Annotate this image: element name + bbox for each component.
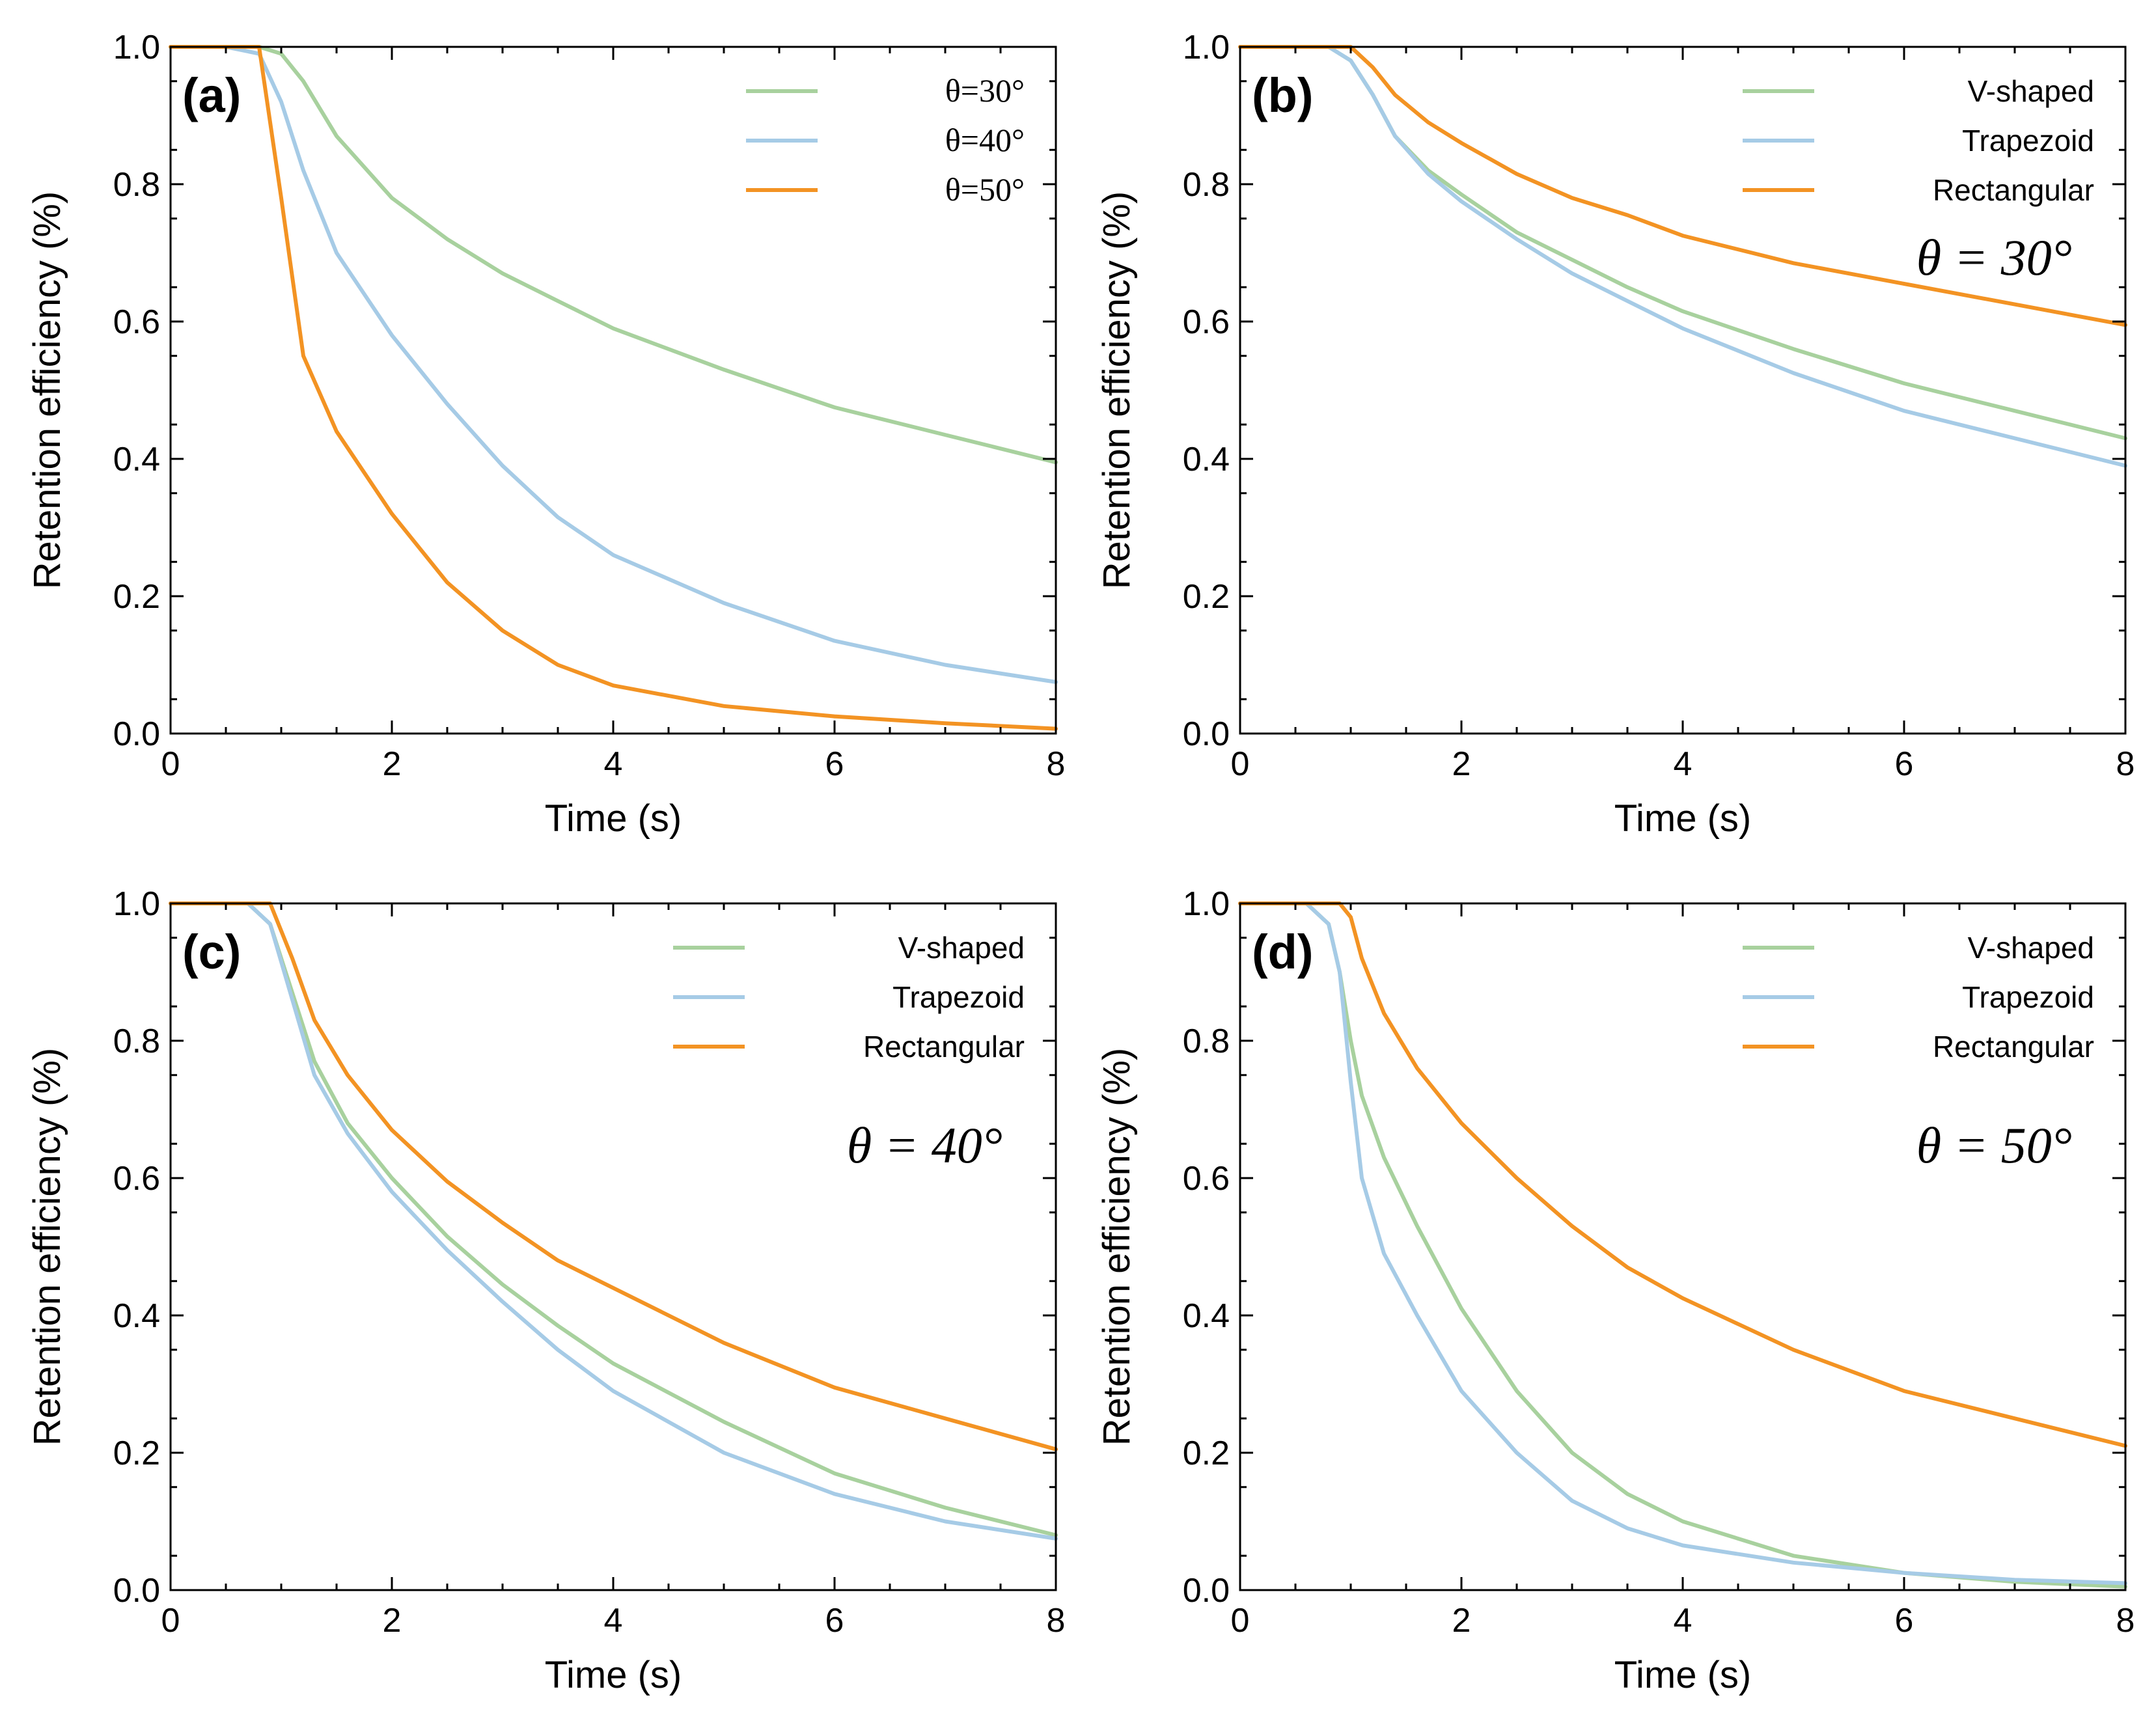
y-tick-label: 0.8 — [1183, 166, 1230, 204]
legend-label: Rectangular — [863, 1030, 1025, 1064]
x-tick-label: 0 — [161, 1602, 180, 1640]
series-line-3 — [169, 45, 1058, 731]
legend-label: Trapezoid — [1962, 980, 2094, 1014]
y-tick-label: 1.0 — [113, 29, 160, 66]
x-axis-label: Time (s) — [1614, 1654, 1751, 1696]
x-tick-label: 8 — [1047, 745, 1066, 783]
series-line-2 — [169, 901, 1058, 1541]
y-tick-label: 1.0 — [113, 885, 160, 923]
legend-label: V-shaped — [1968, 931, 2094, 965]
y-tick-label: 0.0 — [1183, 1572, 1230, 1610]
y-axis-label: Retention efficiency (%) — [1096, 1048, 1138, 1446]
panel-label: (d) — [1252, 925, 1314, 979]
y-tick-label: 0.6 — [1183, 1160, 1230, 1198]
x-tick-label: 8 — [1047, 1602, 1066, 1640]
series-line-2 — [169, 45, 1058, 684]
y-tick-label: 0.6 — [113, 1160, 160, 1198]
y-tick-label: 0.2 — [1183, 1435, 1230, 1472]
y-tick-label: 0.6 — [1183, 303, 1230, 341]
y-tick-label: 0.0 — [1183, 715, 1230, 753]
legend-label: Trapezoid — [892, 980, 1025, 1014]
x-tick-label: 2 — [383, 745, 402, 783]
x-tick-label: 8 — [2116, 745, 2135, 783]
x-tick-label: 0 — [161, 745, 180, 783]
x-tick-label: 2 — [383, 1602, 402, 1640]
y-tick-label: 1.0 — [1183, 29, 1230, 66]
y-tick-label: 0.4 — [113, 441, 160, 478]
y-axis-label: Retention efficiency (%) — [1096, 191, 1138, 589]
series-line-2 — [1238, 45, 2127, 468]
x-tick-label: 4 — [604, 745, 623, 783]
series-line-3 — [1238, 45, 2127, 327]
y-tick-label: 1.0 — [1183, 885, 1230, 923]
series-line-2 — [1238, 901, 2127, 1586]
x-axis-label: Time (s) — [545, 797, 682, 840]
x-tick-label: 6 — [1895, 1602, 1914, 1640]
series-line-3 — [169, 901, 1058, 1451]
y-tick-label: 0.4 — [1183, 441, 1230, 478]
legend-label: Rectangular — [1933, 173, 2094, 207]
theta-annotation: θ = 30° — [1916, 229, 2072, 286]
y-tick-label: 0.8 — [113, 1023, 160, 1060]
theta-annotation: θ = 40° — [847, 1117, 1002, 1174]
x-tick-label: 8 — [2116, 1602, 2135, 1640]
chart-panel-1: 0 2 4 6 8 0.0 0.2 0.4 0.6 0.8 1.0 Time (s) Retention… — [26, 29, 1065, 840]
y-axis-label: Retention efficiency (%) — [26, 191, 68, 589]
x-axis-label: Time (s) — [545, 1654, 682, 1696]
chart-panel-2: 0 2 4 6 8 0.0 0.2 0.4 0.6 0.8 1.0 Time (s) Retention… — [1096, 29, 2135, 840]
legend-label: θ=40° — [945, 122, 1025, 158]
legend-label: V-shaped — [898, 931, 1025, 965]
x-tick-label: 6 — [825, 745, 844, 783]
y-tick-label: 0.8 — [113, 166, 160, 204]
y-tick-label: 0.2 — [113, 1435, 160, 1472]
x-tick-label: 0 — [1231, 1602, 1250, 1640]
legend-label: Trapezoid — [1962, 124, 2094, 158]
chart-panel-4: 0 2 4 6 8 0.0 0.2 0.4 0.6 0.8 1.0 Time (s) Retention… — [1096, 885, 2135, 1696]
y-tick-label: 0.4 — [113, 1297, 160, 1335]
x-tick-label: 6 — [825, 1602, 844, 1640]
y-tick-label: 0.2 — [113, 578, 160, 616]
x-tick-label: 4 — [1674, 745, 1693, 783]
chart-panel-3: 0 2 4 6 8 0.0 0.2 0.4 0.6 0.8 1.0 Time (s) Retention… — [26, 885, 1065, 1696]
series-line-1 — [169, 45, 1058, 465]
theta-annotation: θ = 50° — [1916, 1117, 2072, 1174]
panel-label: (a) — [182, 68, 241, 122]
y-tick-label: 0.0 — [113, 1572, 160, 1610]
x-tick-label: 0 — [1231, 745, 1250, 783]
legend-label: θ=50° — [945, 171, 1025, 208]
x-tick-label: 2 — [1452, 745, 1471, 783]
y-tick-label: 0.0 — [113, 715, 160, 753]
x-axis-label: Time (s) — [1614, 797, 1751, 840]
x-tick-label: 2 — [1452, 1602, 1471, 1640]
x-tick-label: 6 — [1895, 745, 1914, 783]
legend-label: V-shaped — [1968, 74, 2094, 108]
x-tick-label: 4 — [1674, 1602, 1693, 1640]
y-tick-label: 0.6 — [113, 303, 160, 341]
panel-label: (c) — [182, 925, 241, 979]
y-tick-label: 0.2 — [1183, 578, 1230, 616]
legend-label: θ=30° — [945, 72, 1025, 109]
legend-label: Rectangular — [1933, 1030, 2094, 1064]
panel-label: (b) — [1252, 68, 1314, 122]
y-axis-label: Retention efficiency (%) — [26, 1048, 68, 1446]
y-tick-label: 0.4 — [1183, 1297, 1230, 1335]
x-tick-label: 4 — [604, 1602, 623, 1640]
plot-frame — [169, 46, 1057, 735]
y-tick-label: 0.8 — [1183, 1023, 1230, 1060]
